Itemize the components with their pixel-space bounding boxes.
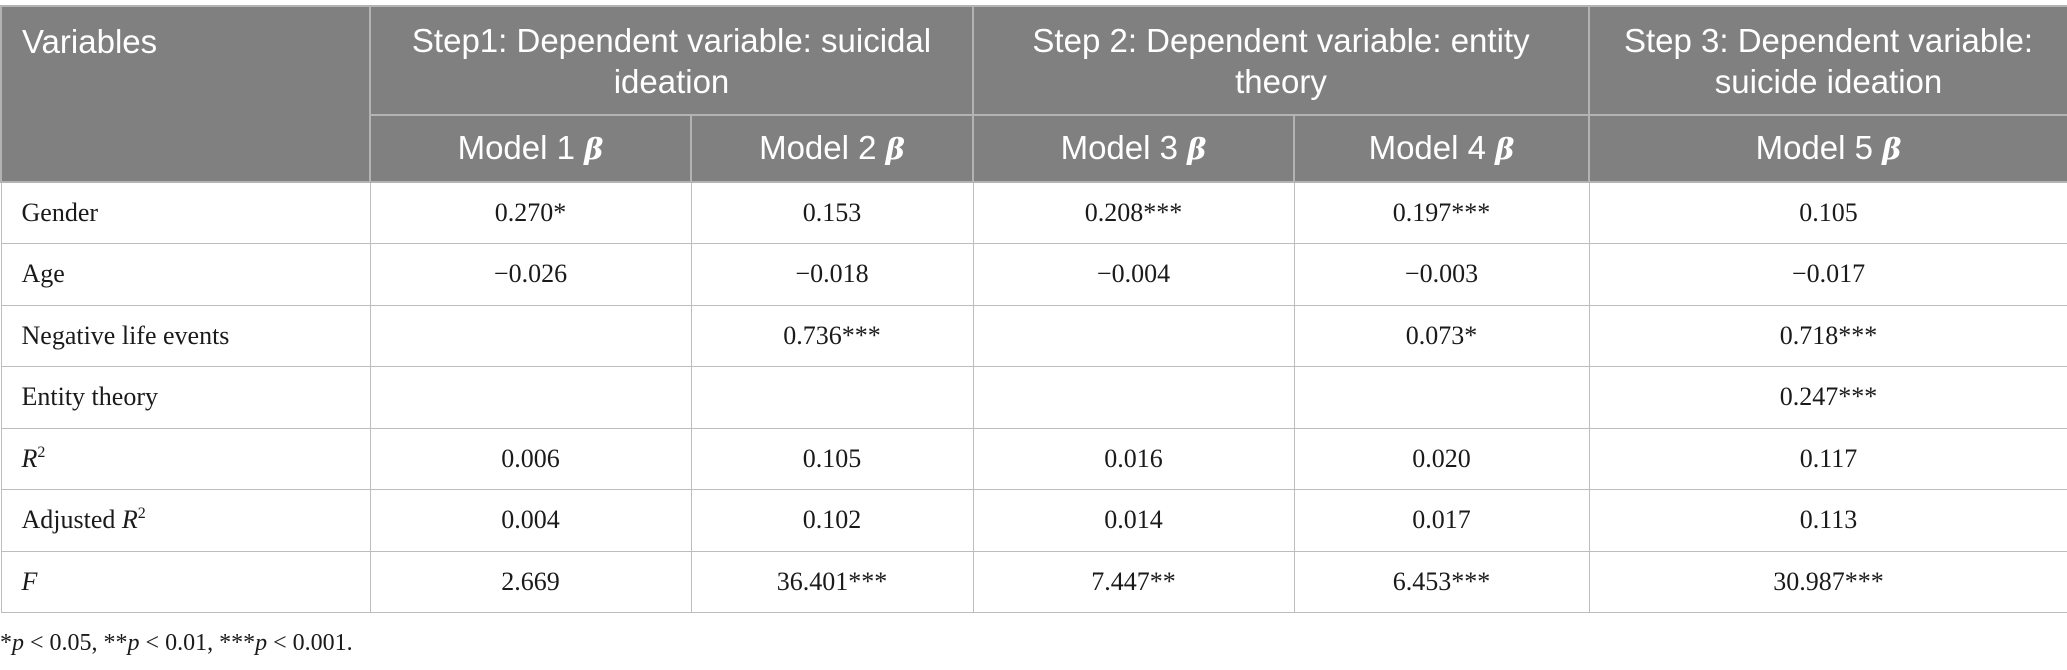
table-cell [1293, 366, 1590, 429]
row-label: Entity theory [0, 366, 371, 429]
table-cell: 7.447** [972, 550, 1295, 613]
table-cell [369, 304, 692, 367]
table-cell: 0.017 [1293, 489, 1590, 552]
table-cell: 36.401*** [690, 550, 974, 613]
beta-symbol: β [1495, 132, 1515, 166]
header-model-2: Model 2 β [690, 114, 974, 183]
table-cell: 0.020 [1293, 427, 1590, 490]
beta-symbol: β [1187, 132, 1207, 166]
table-row-r-squared: R2 0.006 0.105 0.016 0.020 0.117 [0, 427, 2067, 490]
header-row-steps: Variables Step1: Dependent variable: sui… [0, 5, 2067, 183]
beta-symbol: β [584, 132, 604, 166]
regression-table-container: Variables Step1: Dependent variable: sui… [0, 5, 2067, 613]
model-name: Model 3 [1060, 129, 1178, 166]
label-symbol: F [21, 566, 38, 596]
model-name: Model 5 [1755, 129, 1873, 166]
row-label: Negative life events [0, 304, 371, 367]
header-step3: Step 3: Dependent variable: suicide idea… [1588, 5, 2067, 116]
table-cell: −0.004 [972, 243, 1295, 306]
table-cell: 0.117 [1588, 427, 2067, 490]
beta-symbol: β [1882, 132, 1902, 166]
regression-table: Variables Step1: Dependent variable: sui… [0, 5, 2067, 613]
table-cell [972, 366, 1295, 429]
footnote-p: p [12, 630, 24, 656]
model-name: Model 1 [457, 129, 575, 166]
footnote-text: < 0.001. [267, 630, 353, 656]
row-label: Gender [0, 181, 371, 244]
header-model-1: Model 1 β [369, 114, 692, 183]
table-cell: 0.004 [369, 489, 692, 552]
table-cell: 30.987*** [1588, 550, 2067, 613]
table-cell: 6.453*** [1293, 550, 1590, 613]
table-cell: 0.102 [690, 489, 974, 552]
model-name: Model 2 [759, 129, 877, 166]
header-variables: Variables [0, 5, 371, 183]
footnote-p: p [255, 630, 268, 656]
header-model-3: Model 3 β [972, 114, 1295, 183]
label-superscript: 2 [37, 443, 46, 461]
footnote-p: p [127, 630, 140, 656]
table-row-negative-life-events: Negative life events 0.736*** 0.073* 0.7… [0, 304, 2067, 367]
table-cell: −0.003 [1293, 243, 1590, 306]
table-cell: 2.669 [369, 550, 692, 613]
table-cell [690, 366, 974, 429]
table-row-age: Age −0.026 −0.018 −0.004 −0.003 −0.017 [0, 243, 2067, 306]
header-step1: Step1: Dependent variable: suicidal idea… [369, 5, 974, 116]
table-cell: −0.018 [690, 243, 974, 306]
table-cell [369, 366, 692, 429]
table-row-f-statistic: F 2.669 36.401*** 7.447** 6.453*** 30.98… [0, 550, 2067, 613]
label-symbol: R [121, 505, 138, 535]
table-cell: 0.006 [369, 427, 692, 490]
table-row-entity-theory: Entity theory 0.247*** [0, 366, 2067, 429]
table-cell: 0.016 [972, 427, 1295, 490]
table-cell [972, 304, 1295, 367]
footnote-star: * [0, 630, 12, 656]
table-footnote: *p < 0.05, **p < 0.01, ***p < 0.001. [0, 630, 353, 657]
header-step2: Step 2: Dependent variable: entity theor… [971, 5, 1591, 116]
row-label: Age [0, 243, 371, 306]
table-cell: 0.208*** [972, 181, 1295, 244]
table-cell: 0.073* [1293, 304, 1590, 367]
table-cell: 0.736*** [690, 304, 974, 367]
header-row-models: Model 1 β Model 2 β Model 3 β Model 4 β … [1, 114, 2067, 183]
table-cell: 0.014 [972, 489, 1295, 552]
table-cell: 0.270* [369, 181, 692, 244]
label-symbol: R [21, 443, 38, 473]
table-cell: 0.105 [690, 427, 974, 490]
footnote-text: < 0.05, ** [24, 630, 128, 656]
label-prefix: Adjusted [21, 505, 122, 535]
table-cell: 0.105 [1588, 181, 2067, 244]
table-cell: 0.113 [1588, 489, 2067, 552]
table-cell: −0.026 [369, 243, 692, 306]
label-superscript: 2 [137, 505, 146, 523]
table-row-adjusted-r-squared: Adjusted R2 0.004 0.102 0.014 0.017 0.11… [0, 489, 2067, 552]
model-name: Model 4 [1368, 129, 1486, 166]
table-cell: −0.017 [1588, 243, 2067, 306]
table-cell: 0.718*** [1588, 304, 2067, 367]
table-cell: 0.153 [690, 181, 974, 244]
row-label: F [0, 550, 371, 613]
table-cell: 0.197*** [1293, 181, 1590, 244]
header-model-5: Model 5 β [1588, 114, 2067, 183]
header-model-4: Model 4 β [1292, 114, 1591, 183]
table-cell: 0.247*** [1588, 366, 2067, 429]
beta-symbol: β [885, 132, 905, 166]
table-row-gender: Gender 0.270* 0.153 0.208*** 0.197*** 0.… [0, 181, 2067, 244]
row-label: R2 [0, 427, 371, 490]
footnote-text: < 0.01, *** [139, 630, 256, 656]
row-label: Adjusted R2 [0, 489, 371, 552]
